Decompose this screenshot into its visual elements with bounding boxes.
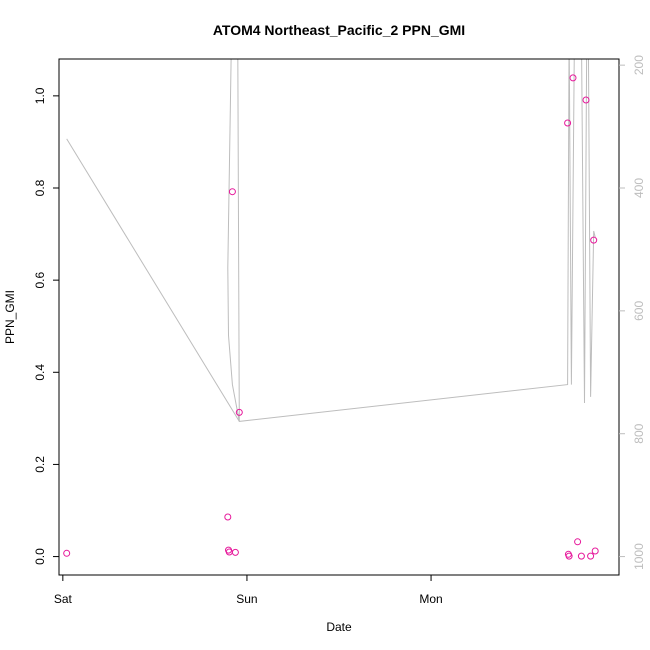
y-tick-label: 1.0	[33, 87, 47, 104]
line-series	[66, 59, 596, 422]
data-point	[590, 236, 598, 244]
x-axis: Sat Sun Mon	[54, 575, 443, 606]
y2-tick-label: 1000	[632, 543, 646, 570]
y-tick-label: 0.8	[33, 179, 47, 196]
y2-tick-label: 600	[632, 301, 646, 321]
point-series	[63, 74, 599, 560]
data-point	[228, 188, 236, 196]
x-tick-label: Sun	[236, 592, 257, 606]
data-point	[564, 119, 572, 127]
y-axis-label: PPN_GMI	[3, 290, 17, 344]
data-point	[582, 96, 590, 104]
data-point	[231, 548, 239, 556]
y-tick-label: 0.0	[33, 548, 47, 565]
series-line	[66, 59, 596, 422]
data-point	[587, 552, 595, 560]
y2-tick-label: 200	[632, 55, 646, 75]
plot-frame	[58, 58, 620, 576]
x-axis-label: Date	[326, 620, 352, 634]
y-tick-label: 0.6	[33, 271, 47, 288]
y2-tick-label: 800	[632, 423, 646, 443]
right-axis: 200 400 600 800 1000	[619, 55, 646, 570]
chart-title: ATOM4 Northeast_Pacific_2 PPN_GMI	[213, 22, 465, 38]
data-point	[235, 408, 243, 416]
data-point	[224, 513, 232, 521]
y-tick-label: 0.4	[33, 364, 47, 381]
data-point	[63, 549, 71, 557]
x-tick-label: Mon	[419, 592, 442, 606]
y2-tick-label: 400	[632, 178, 646, 198]
data-point	[565, 552, 573, 560]
x-tick-label: Sat	[54, 592, 73, 606]
data-point	[577, 552, 585, 560]
y-axis: 0.0 0.2 0.4 0.6 0.8 1.0	[33, 87, 59, 565]
data-point	[574, 538, 582, 546]
data-point	[591, 547, 599, 555]
data-point	[569, 74, 577, 82]
y-tick-label: 0.2	[33, 456, 47, 473]
